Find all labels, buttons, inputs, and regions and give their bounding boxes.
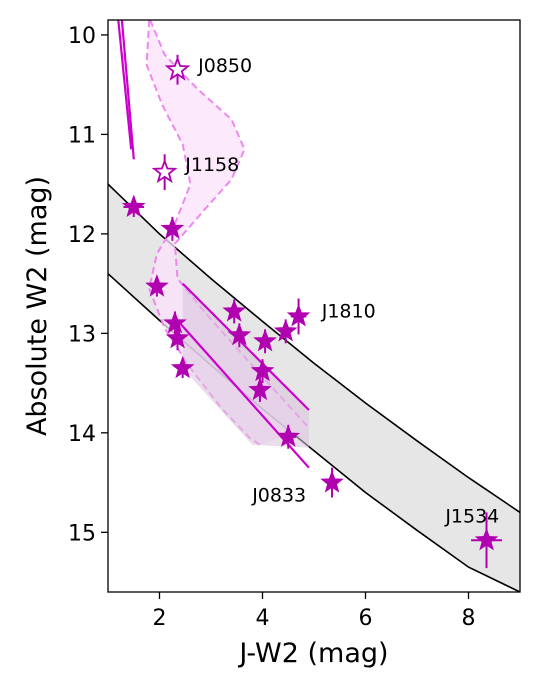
data-point-6 [170,355,195,379]
tick-layer: 2 4 6 8 10 11 12 13 14 15 [68,24,476,631]
data-point-16 [471,512,502,569]
star-marker [320,470,344,493]
x-tick-label: 6 [359,606,373,631]
data-point-12 [250,358,275,384]
x-axis-title: J-W2 (mag) [237,638,388,669]
open-star-marker [151,158,178,184]
marker-layer [121,54,502,569]
x-tick-label: 8 [462,606,476,631]
model-line-2 [120,20,135,160]
star-marker [163,310,187,334]
star-marker [227,322,252,346]
sequence-band [108,184,520,592]
star-marker [222,299,246,322]
star-marker [250,358,275,382]
data-point-1 [121,194,146,218]
star-marker [474,527,499,551]
open-data-point-2 [151,154,178,191]
star-marker [165,325,190,349]
data-point-2 [160,216,185,241]
data-point-13 [248,377,272,402]
data-point-4 [163,310,187,336]
annotation-j0833: J0833 [251,485,306,507]
model-line-3 [181,282,310,411]
data-point-5 [165,325,190,351]
star-marker [121,194,146,218]
star-marker [248,377,272,401]
model-line-1 [117,20,133,150]
data-point-7 [222,299,246,324]
star-marker [160,216,185,239]
star-marker [145,274,169,297]
annotation-j1534: J1534 [444,505,499,527]
band-upper-edge [108,183,520,514]
y-tick-label: 11 [68,123,96,148]
open-data-point-1 [164,54,191,85]
annotation-j1158: J1158 [184,154,239,176]
plot-frame [107,19,521,593]
y-tick-label: 15 [68,521,96,546]
data-point-15 [320,467,344,498]
model-box-region [182,283,309,448]
open-star-marker [164,56,191,81]
star-marker [170,355,195,379]
data-point-14 [276,424,301,449]
x-tick-label: 4 [256,606,270,631]
y-tick-label: 10 [68,24,96,49]
star-marker [276,424,301,447]
data-point-11 [286,298,311,335]
y-tick-label: 12 [68,223,96,248]
annotation-j0850: J0850 [197,55,252,77]
star-marker [273,318,298,342]
data-point-3 [145,274,169,297]
annotation-j1810: J1810 [321,300,376,322]
star-marker [286,303,311,327]
data-point-8 [227,322,252,348]
y-tick-label: 13 [68,322,96,347]
data-point-10 [273,318,298,344]
y-tick-label: 14 [68,422,96,447]
data-point-9 [253,328,277,354]
star-marker [253,328,277,352]
annotation-layer: J0850 J1158 J1810 J0833 J1534 [184,55,499,528]
y-axis-title: Absolute W2 (mag) [22,176,53,436]
x-tick-label: 2 [153,606,167,631]
